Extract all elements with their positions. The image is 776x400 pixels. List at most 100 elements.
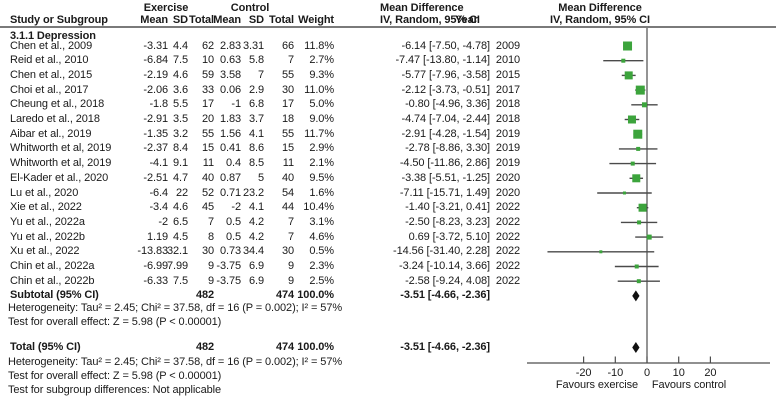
study-row-n_c: 15 — [281, 142, 294, 154]
study-row-ci: -6.14 [-7.50, -4.78] — [401, 40, 491, 52]
study-row-name: Chin et al., 2022a — [10, 260, 95, 272]
study-row-sd_e: 4.4 — [173, 40, 188, 52]
study-row-sd_e: 9.1 — [173, 157, 188, 169]
study-row-n_e: 9 — [207, 275, 214, 287]
study-row-name: Xie et al., 2022 — [10, 201, 82, 213]
total-overall-effect: Test for overall effect: Z = 5.98 (P < 0… — [8, 370, 222, 382]
study-row-mean_e: -3.4 — [149, 201, 168, 213]
study-row-mean_c: 0.06 — [219, 84, 241, 96]
study-row-sd_c: 6.8 — [249, 98, 264, 110]
study-row-sd_e: 8.4 — [173, 142, 188, 154]
study-row-sd_c: 7 — [257, 69, 264, 81]
column-header-total-exp: Total — [189, 14, 214, 26]
study-row-name: Chen et al., 2009 — [10, 40, 93, 52]
study-row-weight: 11.7% — [304, 128, 334, 140]
study-row-weight: 11.0% — [304, 84, 334, 96]
study-row-name: Whitworth et al, 2019 — [10, 142, 112, 154]
study-row-year: 2022 — [495, 231, 520, 243]
svg-text:10: 10 — [673, 367, 685, 379]
study-row-year: 2022 — [495, 260, 520, 272]
study-row-weight: 9.3% — [309, 69, 334, 81]
subtotal-row-name: Subtotal (95% CI) — [10, 289, 99, 301]
study-row-mean_c: -1 — [231, 98, 241, 110]
study-row-sd_e: 7.5 — [173, 275, 188, 287]
study-row-name: Xu et al., 2022 — [10, 245, 80, 257]
study-row-name: Yu et al., 2022a — [10, 216, 85, 228]
study-row-weight: 1.6% — [309, 187, 334, 199]
header-separator — [0, 26, 776, 28]
study-row-n_e: 7 — [207, 216, 214, 228]
study-row-sd_c: 23.2 — [242, 187, 264, 199]
study-row-ci: -2.91 [-4.28, -1.54] — [401, 128, 491, 140]
svg-text:0: 0 — [644, 367, 650, 379]
study-row-weight: 9.0% — [309, 113, 334, 125]
total-row-name: Total (95% CI) — [10, 341, 81, 353]
column-header-sd-ctl: SD — [248, 14, 264, 26]
study-row-name: Lu et al., 2020 — [10, 187, 79, 199]
study-row-ci: -2.50 [-8.23, 3.23] — [405, 216, 490, 228]
study-row-mean_c: 0.5 — [226, 216, 241, 228]
study-row-n_e: 10 — [201, 54, 214, 66]
study-row-ci: -4.74 [-7.04, -2.44] — [401, 113, 491, 125]
study-row-ci: 0.69 [-3.72, 5.10] — [408, 231, 490, 243]
study-row-ci: -1.40 [-3.21, 0.41] — [405, 201, 490, 213]
study-row-n_e: 40 — [201, 172, 214, 184]
study-row-n_c: 9 — [287, 275, 294, 287]
total-row-n_e: 482 — [195, 341, 214, 353]
study-row-mean_c: -2 — [231, 201, 241, 213]
study-row-year: 2019 — [495, 157, 520, 169]
total-row-weight: 100.0% — [297, 341, 334, 353]
study-row-mean_c: 0.63 — [219, 54, 241, 66]
study-row-mean_e: -2.91 — [143, 113, 168, 125]
study-row-sd_e: 4.5 — [173, 231, 188, 243]
study-row-mean_c: 0.4 — [226, 157, 241, 169]
study-row-weight: 4.6% — [309, 231, 334, 243]
subgroup-differences: Test for subgroup differences: Not appli… — [8, 384, 221, 396]
study-row-year: 2022 — [495, 201, 520, 213]
study-row-n_c: 17 — [281, 98, 294, 110]
study-row-ci: -14.56 [-31.40, 2.28] — [393, 245, 490, 257]
subtotal-row-ci: -3.51 [-4.66, -2.36] — [400, 289, 490, 301]
study-row-mean_e: -2.06 — [143, 84, 168, 96]
study-row-sd_c: 4.1 — [249, 128, 264, 140]
study-row-n_c: 9 — [287, 260, 294, 272]
study-row-sd_e: 4.6 — [173, 69, 188, 81]
subtotal-overall-effect: Test for overall effect: Z = 5.98 (P < 0… — [8, 316, 222, 328]
study-row-mean_e: -6.33 — [143, 275, 168, 287]
study-row-sd_e: 3.2 — [173, 128, 188, 140]
study-row-n_e: 8 — [207, 231, 214, 243]
study-row-n_c: 30 — [281, 84, 294, 96]
study-row-ci: -2.58 [-9.24, 4.08] — [405, 275, 490, 287]
study-row-mean_c: 0.5 — [226, 231, 241, 243]
study-row-weight: 2.5% — [309, 275, 334, 287]
study-row-sd_c: 8.5 — [249, 157, 264, 169]
study-row-n_e: 45 — [201, 201, 214, 213]
subtotal-row-n_e: 482 — [195, 289, 214, 301]
study-row-year: 2015 — [495, 69, 520, 81]
study-row-name: Aibar et al., 2019 — [10, 128, 92, 140]
column-group-control: Control — [230, 2, 270, 14]
study-row-sd_e: 4.7 — [173, 172, 188, 184]
study-row-name: Reid et al., 2010 — [10, 54, 89, 66]
column-header-year: Year — [455, 14, 478, 26]
subtotal-row-weight: 100.0% — [297, 289, 334, 301]
study-row-sd_e: 6.5 — [173, 216, 188, 228]
study-row-n_e: 33 — [201, 84, 214, 96]
svg-text:-10: -10 — [607, 367, 623, 379]
study-row-n_e: 9 — [207, 260, 214, 272]
study-row-sd_e: 22 — [175, 187, 188, 199]
study-row-ci: -3.24 [-10.14, 3.66] — [399, 260, 490, 272]
study-row-ci: -7.47 [-13.80, -1.14] — [395, 54, 490, 66]
column-header-sd-exp: SD — [172, 14, 188, 26]
study-row-year: 2009 — [495, 40, 520, 52]
study-row-year: 2020 — [495, 187, 520, 199]
svg-text:-20: -20 — [576, 367, 592, 379]
study-row-weight: 2.1% — [309, 157, 334, 169]
study-row-n_e: 52 — [201, 187, 214, 199]
study-row-mean_e: -13.83 — [137, 245, 168, 257]
study-row-n_e: 20 — [201, 113, 214, 125]
column-header-mean-exp: Mean — [140, 14, 168, 26]
study-row-mean_c: 0.71 — [219, 187, 241, 199]
study-row-ci: -0.80 [-4.96, 3.36] — [405, 98, 490, 110]
